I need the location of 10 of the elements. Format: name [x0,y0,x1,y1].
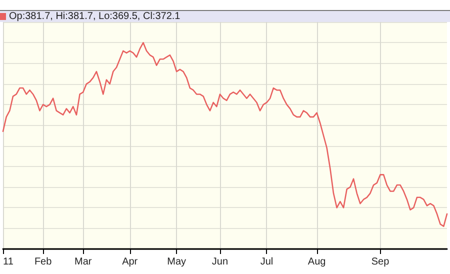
x-tick-label: Mar [74,256,92,268]
x-tick-label: Sep [371,256,390,268]
chart-subtitle: Op:381.7, Hi:381.7, Lo:369.5, Cl:372.1 [9,11,180,22]
x-tick-label: Aug [308,256,326,268]
x-tick-label: Jun [212,256,228,268]
x-tick-label: 11 [3,256,14,268]
x-tick-label: Feb [34,256,52,268]
x-tick-label: Jul [260,256,274,268]
x-tick-label: May [167,256,186,268]
x-tick-label: Apr [122,256,138,268]
